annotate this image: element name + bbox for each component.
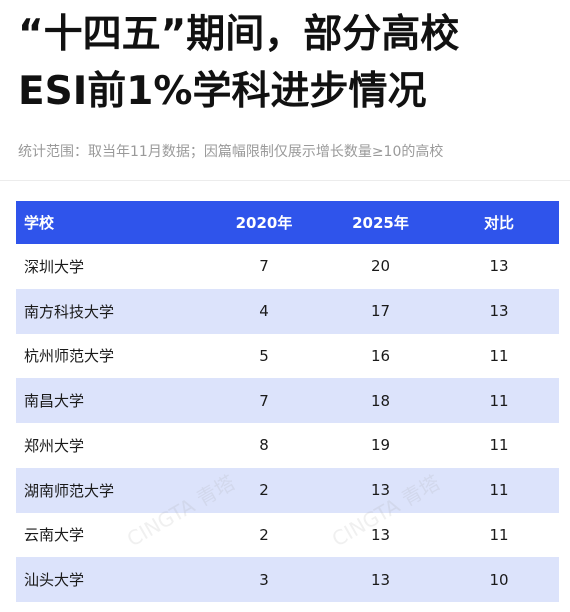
cell-school: 云南大学 — [24, 526, 85, 545]
cell-2020: 7 — [206, 378, 322, 423]
cell-change: 11 — [439, 467, 559, 513]
cell-2025: 13 — [322, 467, 439, 513]
table-header-row: 学校 2020年 2025年 对比 — [16, 201, 559, 244]
cell-school: 深圳大学 — [24, 257, 85, 276]
header-change: 对比 — [439, 201, 559, 244]
divider — [0, 180, 570, 181]
page-title: “十四五”期间，部分高校 ESI前1%学科进步情况 — [18, 6, 558, 120]
cell-school: 杭州师范大学 — [24, 347, 115, 366]
cell-2020: 7 — [259, 257, 269, 276]
cell-school: 郑州大学 — [24, 436, 85, 455]
table-row: 南昌大学 7 18 11 — [16, 378, 559, 423]
cell-2025: 17 — [322, 288, 439, 334]
table-row: 云南大学 2 13 11 — [16, 513, 559, 558]
header-2020: 2020年 — [206, 201, 322, 244]
table-row: 湖南师范大学 2 13 11 — [16, 467, 559, 513]
ranking-table: 学校 2020年 2025年 对比 深圳大学 7 20 13 南方科技大学 4 … — [16, 201, 559, 602]
cell-change: 11 — [489, 525, 509, 544]
header-school: 学校 — [16, 201, 206, 244]
title-line-2: ESI前1%学科进步情况 — [18, 69, 427, 114]
table-row: 南方科技大学 4 17 13 — [16, 288, 559, 334]
table-row: 杭州师范大学 5 16 11 — [16, 334, 559, 379]
cell-2025: 13 — [370, 525, 391, 544]
cell-school: 南方科技大学 — [16, 288, 206, 334]
cell-2025: 18 — [322, 378, 439, 423]
cell-change: 11 — [489, 436, 509, 455]
table-row: 汕头大学 3 13 10 — [16, 557, 559, 602]
subtitle-note: 统计范围：取当年11月数据；因篇幅限制仅展示增长数量≥10的高校 — [18, 144, 444, 160]
title-line-1: “十四五”期间，部分高校 — [18, 12, 460, 57]
cell-2020: 8 — [259, 436, 269, 455]
cell-2020: 3 — [206, 557, 322, 602]
cell-2020: 4 — [206, 288, 322, 334]
cell-school: 汕头大学 — [16, 557, 206, 602]
cell-2025: 20 — [370, 257, 391, 276]
cell-2020: 5 — [259, 346, 269, 365]
header-2025: 2025年 — [322, 201, 439, 244]
cell-2025: 16 — [370, 346, 391, 365]
cell-change: 11 — [489, 346, 509, 365]
table-row: 深圳大学 7 20 13 — [16, 244, 559, 289]
cell-school: 湖南师范大学 — [16, 467, 206, 513]
table-row: 郑州大学 8 19 11 — [16, 423, 559, 468]
cell-change: 10 — [439, 557, 559, 602]
cell-school: 南昌大学 — [16, 378, 206, 423]
cell-change: 13 — [439, 288, 559, 334]
cell-2025: 19 — [370, 436, 391, 455]
cell-change: 11 — [439, 378, 559, 423]
cell-2020: 2 — [206, 467, 322, 513]
cell-2025: 13 — [322, 557, 439, 602]
cell-change: 13 — [489, 257, 509, 276]
cell-2020: 2 — [259, 525, 269, 544]
